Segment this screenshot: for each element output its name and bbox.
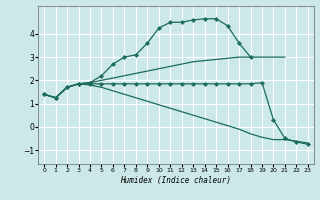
- X-axis label: Humidex (Indice chaleur): Humidex (Indice chaleur): [121, 176, 231, 185]
